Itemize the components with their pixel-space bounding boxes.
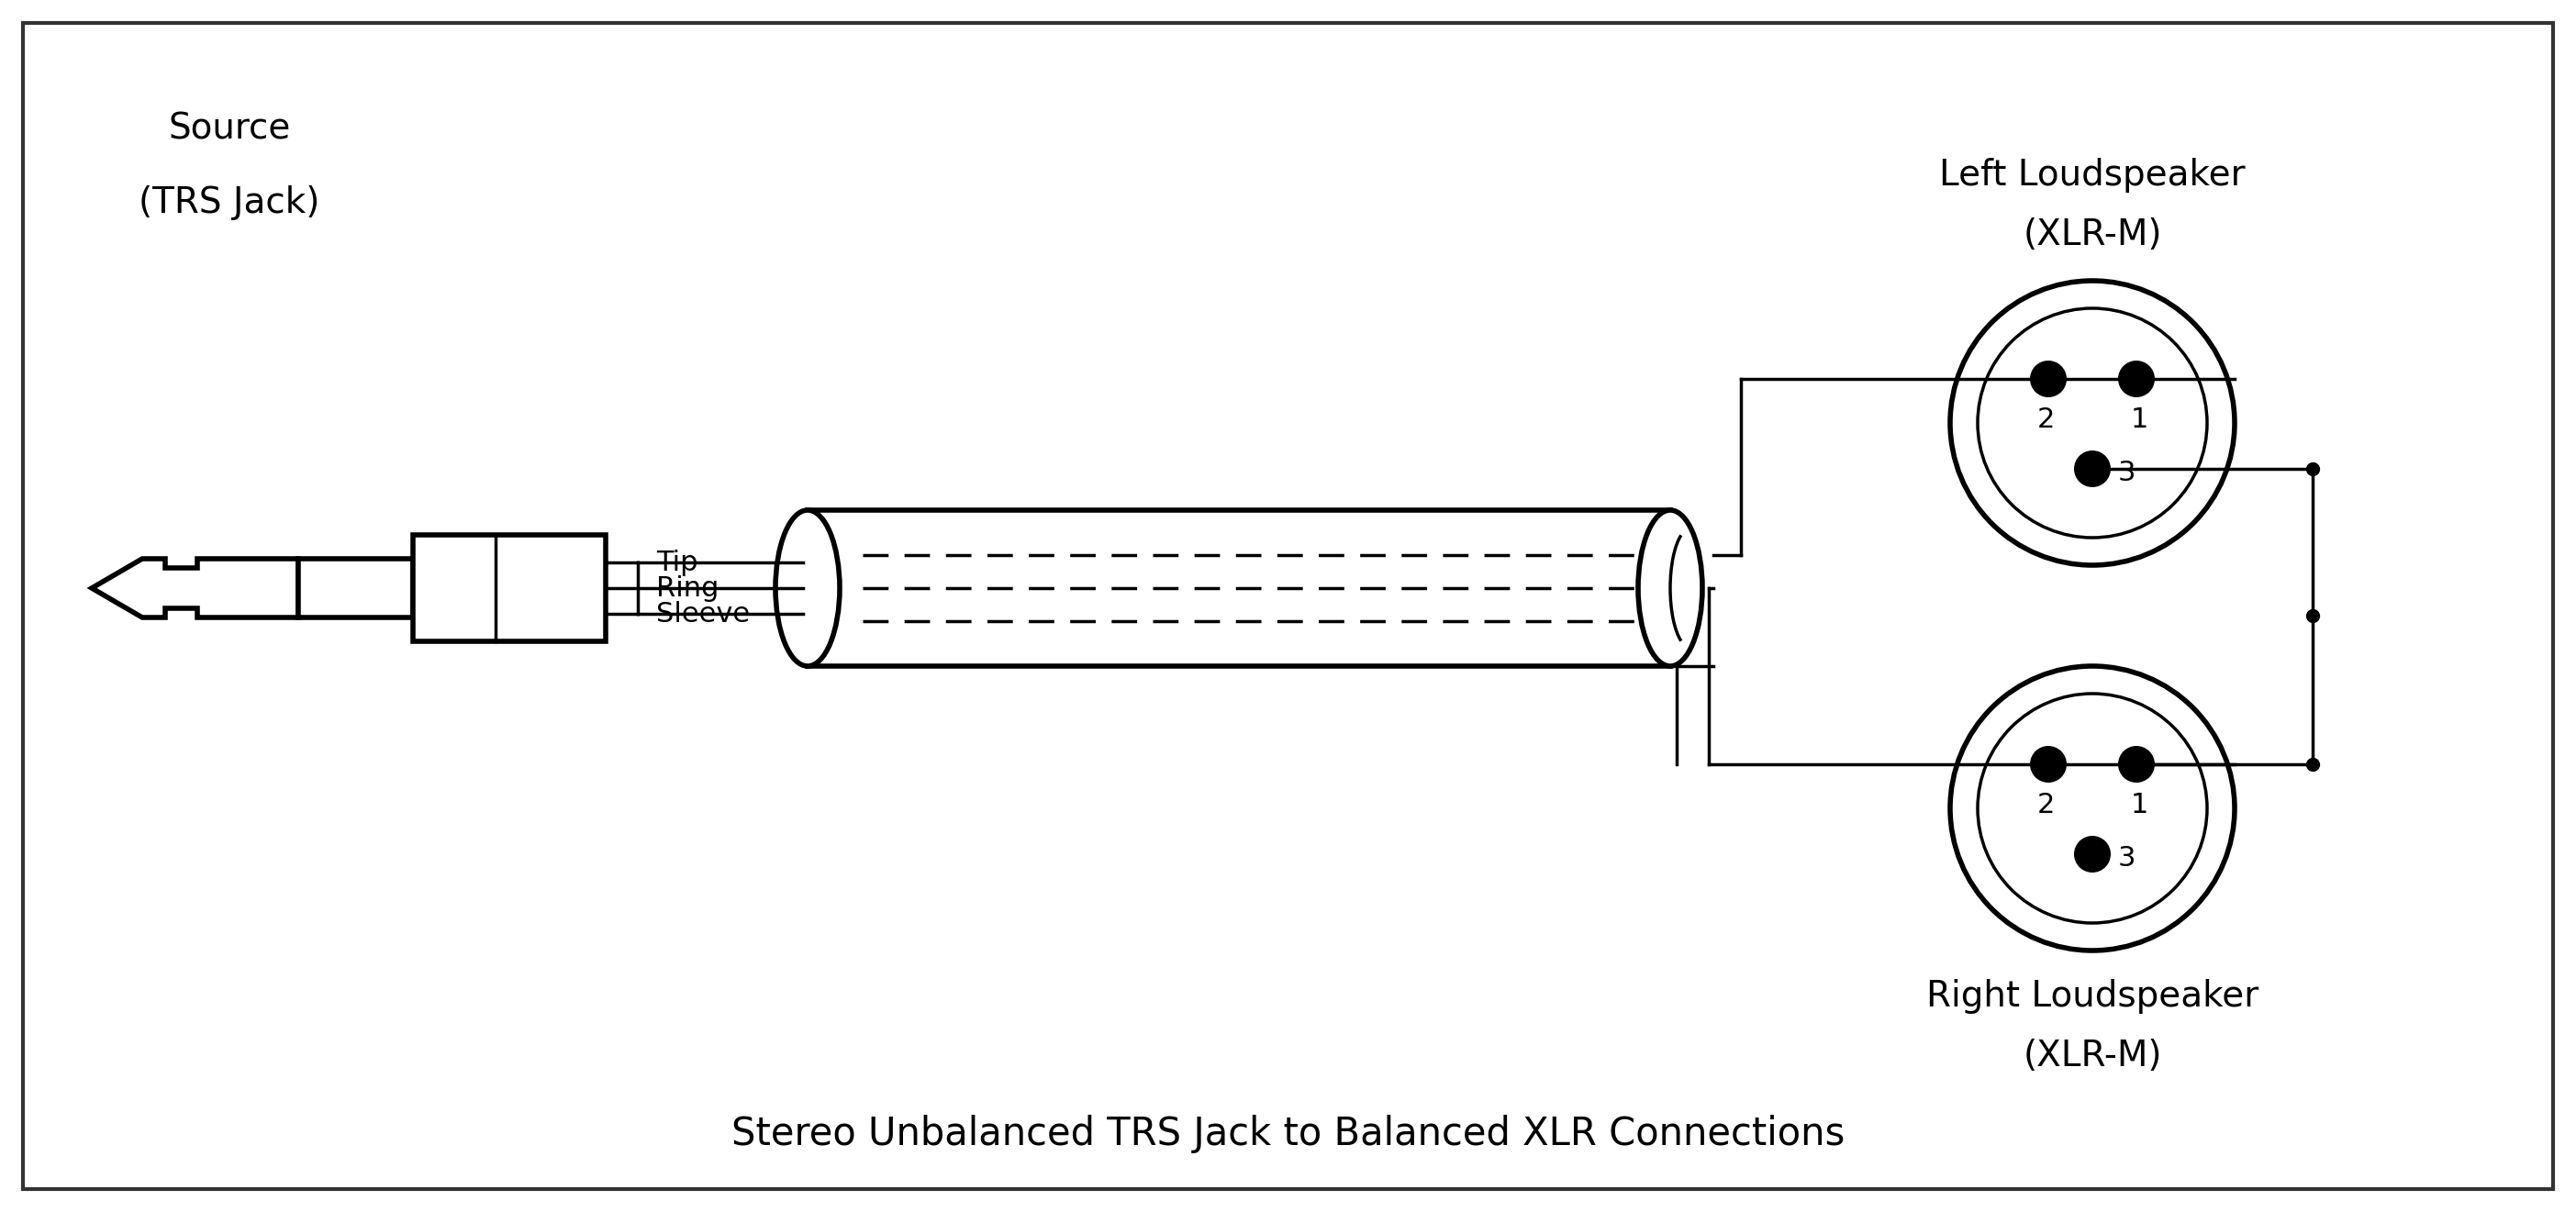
Circle shape — [1978, 693, 2208, 924]
Text: (TRS Jack): (TRS Jack) — [139, 185, 319, 221]
Text: 1: 1 — [2130, 406, 2148, 433]
Text: 1: 1 — [2130, 791, 2148, 818]
Circle shape — [2074, 451, 2110, 487]
Text: Left Loudspeaker: Left Loudspeaker — [1940, 158, 2246, 193]
Polygon shape — [93, 559, 299, 617]
Text: Tip: Tip — [657, 549, 698, 576]
Circle shape — [1950, 281, 2233, 565]
Bar — [809, 510, 1669, 667]
Text: Sleeve: Sleeve — [657, 600, 750, 627]
Ellipse shape — [1638, 510, 1703, 667]
Circle shape — [1950, 667, 2233, 950]
Text: Right Loudspeaker: Right Loudspeaker — [1927, 979, 2259, 1013]
Text: 3: 3 — [2117, 459, 2136, 486]
Text: 2: 2 — [2038, 406, 2056, 433]
Circle shape — [2117, 361, 2154, 398]
Text: (XLR-M): (XLR-M) — [2022, 217, 2161, 252]
FancyBboxPatch shape — [23, 23, 2553, 1189]
Text: Ring: Ring — [657, 574, 719, 601]
Circle shape — [2074, 836, 2110, 873]
Circle shape — [1978, 308, 2208, 538]
Circle shape — [2030, 745, 2066, 783]
Text: (XLR-M): (XLR-M) — [2022, 1039, 2161, 1074]
Text: Source: Source — [167, 112, 291, 147]
Ellipse shape — [775, 510, 840, 667]
Text: Stereo Unbalanced TRS Jack to Balanced XLR Connections: Stereo Unbalanced TRS Jack to Balanced X… — [732, 1115, 1844, 1154]
Bar — [412, 534, 605, 641]
Circle shape — [2117, 745, 2154, 783]
Circle shape — [2030, 361, 2066, 398]
Text: 3: 3 — [2117, 845, 2136, 871]
Bar — [299, 559, 412, 617]
Text: 2: 2 — [2038, 791, 2056, 818]
